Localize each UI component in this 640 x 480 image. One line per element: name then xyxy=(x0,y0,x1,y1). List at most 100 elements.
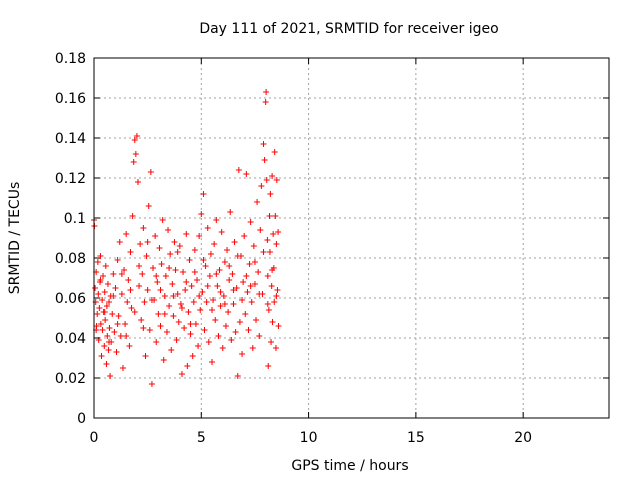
data-point xyxy=(127,287,134,293)
data-point xyxy=(96,305,103,311)
data-point xyxy=(187,321,194,327)
x-tick-label: 5 xyxy=(197,430,206,446)
data-point xyxy=(261,157,268,163)
data-point xyxy=(226,263,233,269)
data-point xyxy=(232,329,239,335)
data-point xyxy=(256,333,263,339)
data-point xyxy=(106,325,113,331)
data-point xyxy=(156,245,163,251)
data-point xyxy=(204,225,211,231)
data-point xyxy=(227,209,234,215)
data-point xyxy=(196,233,203,239)
data-point xyxy=(226,277,233,283)
data-point xyxy=(234,253,241,259)
data-point xyxy=(148,381,155,387)
y-tick-label: 0.18 xyxy=(55,51,86,67)
data-point xyxy=(99,297,106,303)
data-point xyxy=(191,247,198,253)
data-point xyxy=(102,263,109,269)
data-point xyxy=(140,325,147,331)
data-point xyxy=(247,219,254,225)
x-tick-label: 20 xyxy=(514,430,532,446)
data-point xyxy=(122,321,129,327)
data-point xyxy=(228,337,235,343)
plot-frame xyxy=(93,57,610,419)
data-point xyxy=(160,357,167,363)
data-point xyxy=(239,351,246,357)
data-point xyxy=(178,305,185,311)
data-point xyxy=(273,177,280,183)
data-point xyxy=(265,363,272,369)
data-point xyxy=(170,313,177,319)
data-point xyxy=(267,191,274,197)
data-point xyxy=(118,291,125,297)
data-points xyxy=(91,89,282,387)
data-point xyxy=(218,229,225,235)
data-point xyxy=(213,271,220,277)
data-point xyxy=(209,307,216,313)
data-point xyxy=(107,373,114,379)
data-point xyxy=(249,345,256,351)
data-point xyxy=(266,213,273,219)
data-point xyxy=(217,289,224,295)
x-tick-label: 0 xyxy=(90,430,99,446)
y-tick-label: 0.12 xyxy=(55,171,86,187)
y-tick-label: 0.14 xyxy=(55,131,86,147)
data-point xyxy=(209,359,216,365)
y-tick-label: 0.02 xyxy=(55,371,86,387)
data-point xyxy=(101,309,108,315)
data-point xyxy=(269,319,276,325)
data-point xyxy=(269,267,276,273)
data-point xyxy=(145,203,152,209)
data-point xyxy=(273,241,280,247)
data-point xyxy=(229,271,236,277)
data-point xyxy=(126,343,133,349)
data-point xyxy=(150,265,157,271)
data-point xyxy=(205,339,212,345)
data-point xyxy=(250,243,257,249)
data-point xyxy=(117,333,124,339)
data-point xyxy=(102,317,109,323)
y-tick-label: 0.04 xyxy=(55,331,86,347)
data-point xyxy=(251,259,258,265)
data-point xyxy=(200,191,207,197)
data-point xyxy=(273,293,280,299)
data-point xyxy=(94,259,101,265)
data-point xyxy=(127,249,134,255)
data-point xyxy=(225,309,232,315)
data-point xyxy=(157,287,164,293)
data-point xyxy=(130,159,137,165)
data-point xyxy=(144,287,151,293)
data-point xyxy=(97,253,104,259)
data-point xyxy=(199,289,206,295)
data-point xyxy=(183,279,190,285)
x-tick-label: 10 xyxy=(300,430,318,446)
data-point xyxy=(224,247,231,253)
data-point xyxy=(264,237,271,243)
data-point xyxy=(255,269,262,275)
data-point xyxy=(95,291,102,297)
data-point xyxy=(159,217,166,223)
data-point xyxy=(182,287,189,293)
data-point xyxy=(97,321,104,327)
data-point xyxy=(169,281,176,287)
data-point xyxy=(219,345,226,351)
data-point xyxy=(253,317,260,323)
data-point xyxy=(129,213,136,219)
data-point xyxy=(175,319,182,325)
data-point xyxy=(270,231,277,237)
data-point xyxy=(112,285,119,291)
data-point xyxy=(171,239,178,245)
data-point xyxy=(157,323,164,329)
data-point xyxy=(240,279,247,285)
data-point xyxy=(174,249,181,255)
data-point xyxy=(184,363,191,369)
data-point xyxy=(257,227,264,233)
data-point xyxy=(235,167,242,173)
data-point xyxy=(241,233,248,239)
data-point xyxy=(103,303,110,309)
data-point xyxy=(196,293,203,299)
data-point xyxy=(162,273,169,279)
